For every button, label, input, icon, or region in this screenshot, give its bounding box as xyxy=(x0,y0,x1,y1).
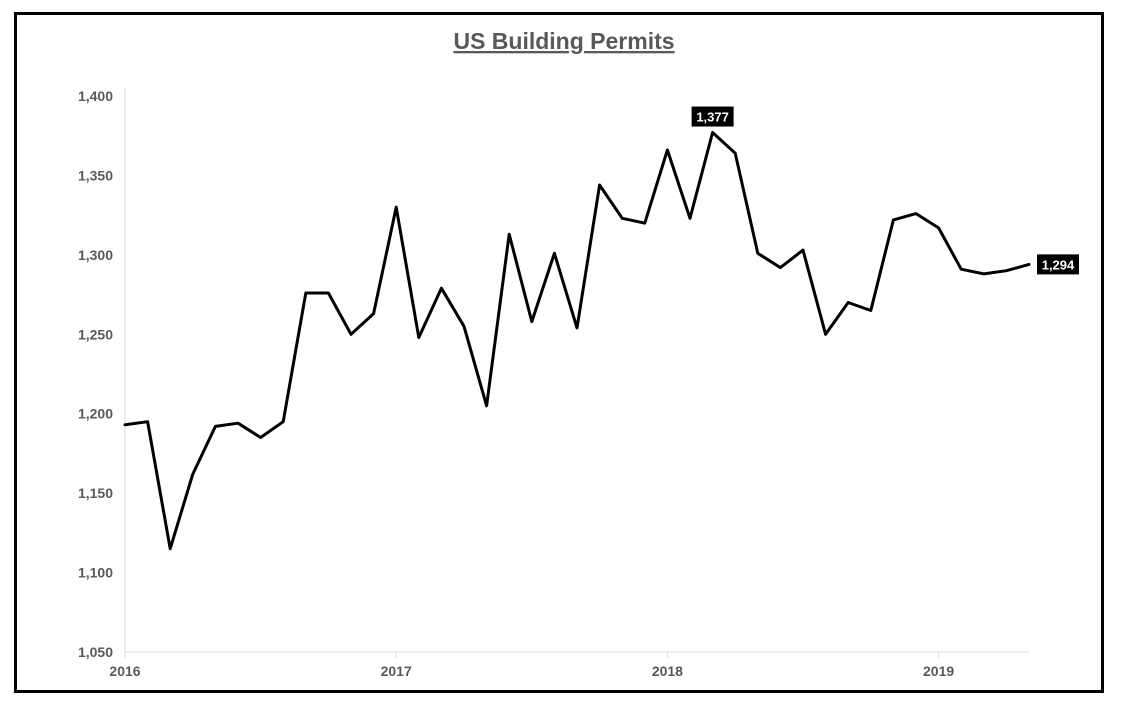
data-label: 1,294 xyxy=(1037,254,1079,275)
axes xyxy=(124,88,1029,653)
x-tick-label: 2019 xyxy=(923,663,954,679)
series-line xyxy=(123,131,1031,551)
data-label-box xyxy=(691,106,734,127)
x-tick-label: 2016 xyxy=(109,663,140,679)
chart-frame: US Building Permits 1,050 1,100 1,150 1,200… xyxy=(14,12,1104,693)
line-chart: US Building Permits 1,050 1,100 1,150 1,200… xyxy=(78,28,1079,679)
series-lines xyxy=(123,131,1031,551)
data-label: 1,377 xyxy=(691,106,734,127)
y-tick-label: 1,050 xyxy=(78,644,113,660)
data-label-box xyxy=(1037,254,1079,275)
data-label-text: 1,377 xyxy=(696,110,729,125)
y-tick-label: 1,100 xyxy=(78,565,113,581)
y-tick-label: 1,200 xyxy=(78,406,113,422)
y-tick-label: 1,250 xyxy=(78,326,113,342)
chart-title: US Building Permits xyxy=(453,28,674,54)
y-tick-label: 1,400 xyxy=(78,88,113,104)
data-label-text: 1,294 xyxy=(1042,257,1075,272)
y-tick-label: 1,150 xyxy=(78,485,113,501)
x-tick-label: 2018 xyxy=(652,663,683,679)
y-tick-label: 1,350 xyxy=(78,167,113,183)
y-tick-labels: 1,050 1,100 1,150 1,200 1,250 1,300 1,350 1,400 xyxy=(78,88,113,660)
x-tick-labels: 2016 2017 2018 2019 xyxy=(109,652,954,679)
x-tick-label: 2017 xyxy=(381,663,412,679)
data-labels: 1,377 1,294 xyxy=(691,106,1079,275)
y-tick-label: 1,300 xyxy=(78,247,113,263)
